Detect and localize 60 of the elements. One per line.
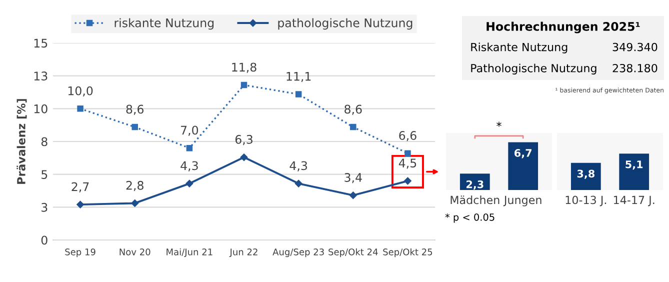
legend-label: riskante Nutzung xyxy=(114,18,214,30)
text: Hochrechnungen 2025¹ xyxy=(486,22,640,34)
data-label: 4,3 xyxy=(180,161,198,172)
data-label: 8,6 xyxy=(344,104,362,115)
point xyxy=(186,144,193,152)
point xyxy=(240,82,248,88)
x-tick-label: 14-17 J. xyxy=(614,196,654,206)
point xyxy=(76,200,84,208)
category-label: Pathologische Nutzung xyxy=(471,64,596,74)
point xyxy=(350,124,356,130)
text: * xyxy=(496,122,502,127)
legend-label: pathologische Nutzung xyxy=(278,18,412,30)
x-tick-label: Mai/Jun 21 xyxy=(166,248,212,257)
data-label: 11,1 xyxy=(286,72,311,82)
data-label: 4,5 xyxy=(398,158,416,169)
y-tick-label: 0 xyxy=(41,236,48,245)
data-label: 3,4 xyxy=(344,173,362,184)
y-tick-label: 13 xyxy=(34,72,48,80)
data-label: 11,8 xyxy=(232,62,256,73)
x-tick-label: Aug/Sep 23 xyxy=(272,248,324,258)
point xyxy=(350,192,357,199)
data-label: 2,8 xyxy=(126,180,144,192)
x-tick-label: 10-13 J. xyxy=(566,196,606,206)
data-label: 10,0 xyxy=(68,86,93,96)
point xyxy=(295,91,302,98)
text: * p < 0.05 xyxy=(445,213,494,223)
point xyxy=(404,150,411,156)
point xyxy=(186,180,194,188)
text: 238.180 xyxy=(612,64,658,72)
point xyxy=(404,177,412,185)
data-label: 6,7 xyxy=(514,149,532,158)
x-tick-label: Jungen xyxy=(503,196,542,206)
point xyxy=(294,180,302,188)
data-label: 6,6 xyxy=(399,130,416,142)
point xyxy=(132,124,138,130)
y-tick-label: 15 xyxy=(34,38,48,48)
data-label: 2,3 xyxy=(466,180,484,190)
point xyxy=(240,154,248,161)
point xyxy=(131,200,138,207)
text: 349.340 xyxy=(612,42,658,52)
data-label: 2,7 xyxy=(72,182,89,192)
x-tick-label: Sep 19 xyxy=(65,248,96,258)
data-label: 6,3 xyxy=(235,134,252,146)
data-label: 7,0 xyxy=(181,126,198,136)
y-tick-label: 3 xyxy=(42,202,48,212)
point xyxy=(77,106,84,112)
x-tick-label: Nov 20 xyxy=(120,248,150,256)
y-axis-title: Prävalenz [%] xyxy=(16,99,27,184)
y-tick-label: 10 xyxy=(34,104,48,114)
data-label: 3,8 xyxy=(577,170,594,179)
x-tick-label: Sep/Okt 24 xyxy=(328,248,378,258)
x-tick-label: Mädchen xyxy=(450,196,500,204)
data-label: 5,1 xyxy=(626,160,643,170)
y-tick-label: 5 xyxy=(42,170,48,179)
data-label: 4,3 xyxy=(290,161,308,172)
data-label: 8,6 xyxy=(126,104,144,115)
x-tick-label: Sep/Okt 25 xyxy=(383,248,432,258)
category-label: Riskante Nutzung xyxy=(471,42,568,54)
x-tick-label: Jun 22 xyxy=(229,248,258,257)
y-tick-label: 8 xyxy=(41,137,48,146)
